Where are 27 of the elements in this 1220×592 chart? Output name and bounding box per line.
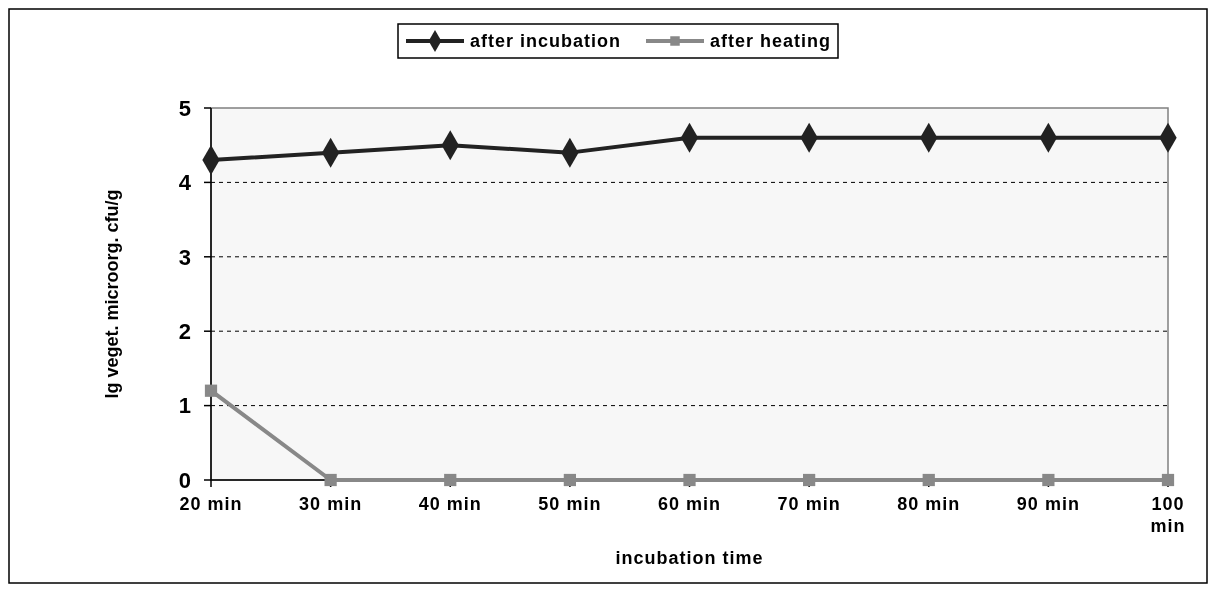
legend-label: after heating: [710, 31, 832, 52]
x-tick-label: 30 min: [299, 494, 363, 514]
legend-label: after incubation: [470, 31, 622, 52]
x-tick-label: 40 min: [418, 494, 482, 514]
x-tick-label: 70 min: [777, 494, 841, 514]
y-tick-label: 3: [178, 244, 191, 270]
x-tick-label: 80 min: [897, 494, 961, 514]
point: [683, 473, 696, 487]
y-tick-label: 5: [178, 95, 191, 121]
point: [922, 473, 935, 487]
y-tick-label: 2: [178, 318, 191, 344]
point: [324, 473, 337, 487]
point: [803, 473, 816, 487]
x-tick-label: 100 min: [1150, 494, 1186, 536]
y-tick-label: 0: [178, 467, 191, 493]
point: [204, 384, 218, 397]
x-tick-label: 90 min: [1016, 494, 1080, 514]
x-tick-label: 50 min: [538, 494, 602, 514]
y-tick-label: 1: [178, 393, 191, 419]
point: [563, 473, 576, 487]
point: [444, 473, 457, 487]
x-tick-label: 60 min: [657, 494, 722, 514]
y-axis-title: lg veget. microorg. cfu/g: [102, 189, 122, 399]
point: [1042, 473, 1055, 487]
x-axis-title: incubation time: [615, 548, 764, 568]
x-tick-label: 20 min: [179, 494, 243, 514]
y-tick-label: 4: [178, 170, 192, 196]
